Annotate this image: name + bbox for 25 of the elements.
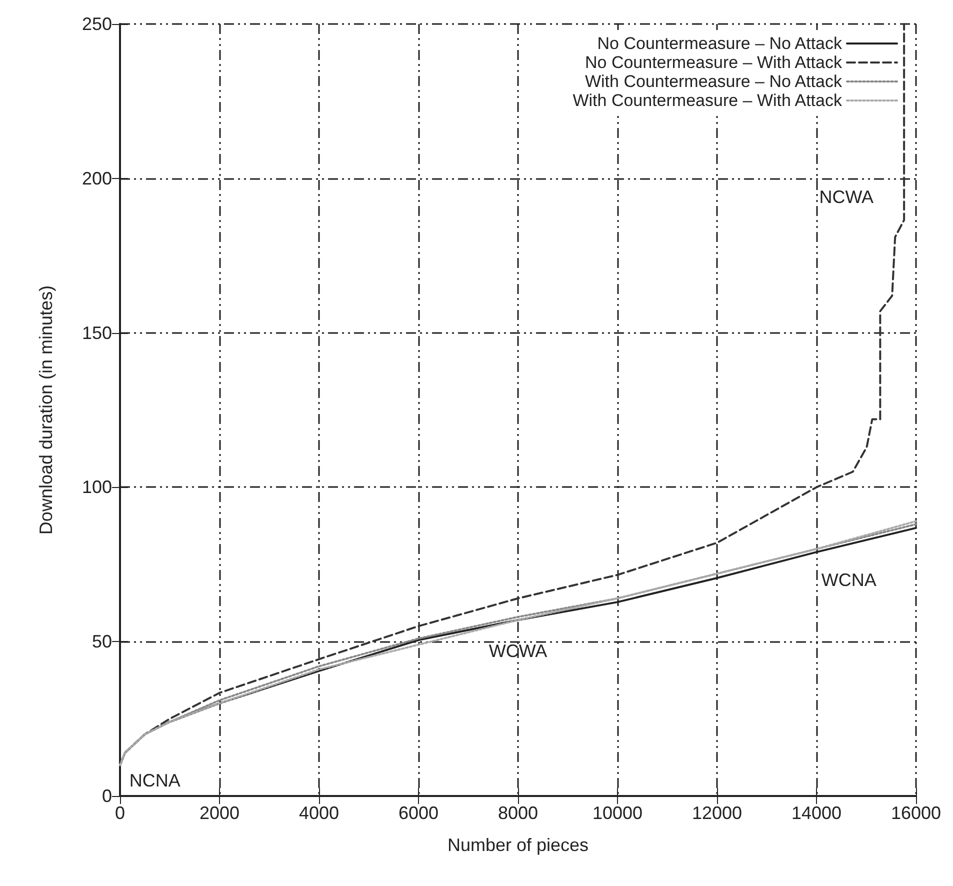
x-axis-title: Number of pieces xyxy=(447,835,589,855)
y-tick-label: 150 xyxy=(82,322,112,343)
x-tick-label: 6000 xyxy=(398,803,439,823)
x-tick-label: 12000 xyxy=(692,803,742,823)
x-tick-label: 2000 xyxy=(199,803,240,823)
annotation: WCWA xyxy=(488,640,548,661)
x-tick-label: 8000 xyxy=(498,803,538,823)
x-tick-label: 10000 xyxy=(592,803,643,823)
legend-label: No Countermeasure – No Attack xyxy=(597,34,842,53)
annotation: NCNA xyxy=(129,770,180,791)
annotation: NCWA xyxy=(819,186,874,207)
legend-label: With Countermeasure – No Attack xyxy=(584,72,842,91)
x-tick-label: 4000 xyxy=(298,803,340,823)
y-tick-label: 100 xyxy=(82,477,112,498)
legend-label: With Countermeasure – With Attack xyxy=(572,91,842,110)
x-tick-label: 14000 xyxy=(791,803,842,823)
y-tick-label: 50 xyxy=(92,632,112,652)
y-tick-label: 0 xyxy=(102,786,112,806)
y-tick-label: 200 xyxy=(82,168,112,188)
y-tick-label: 250 xyxy=(82,14,112,34)
annotation: WCNA xyxy=(821,570,876,590)
legend-label: No Countermeasure – With Attack xyxy=(584,53,842,72)
x-tick-label: 0 xyxy=(114,803,126,823)
x-tick-label: 16000 xyxy=(890,803,942,823)
y-axis-title: Download duration (in minutes) xyxy=(36,285,56,535)
